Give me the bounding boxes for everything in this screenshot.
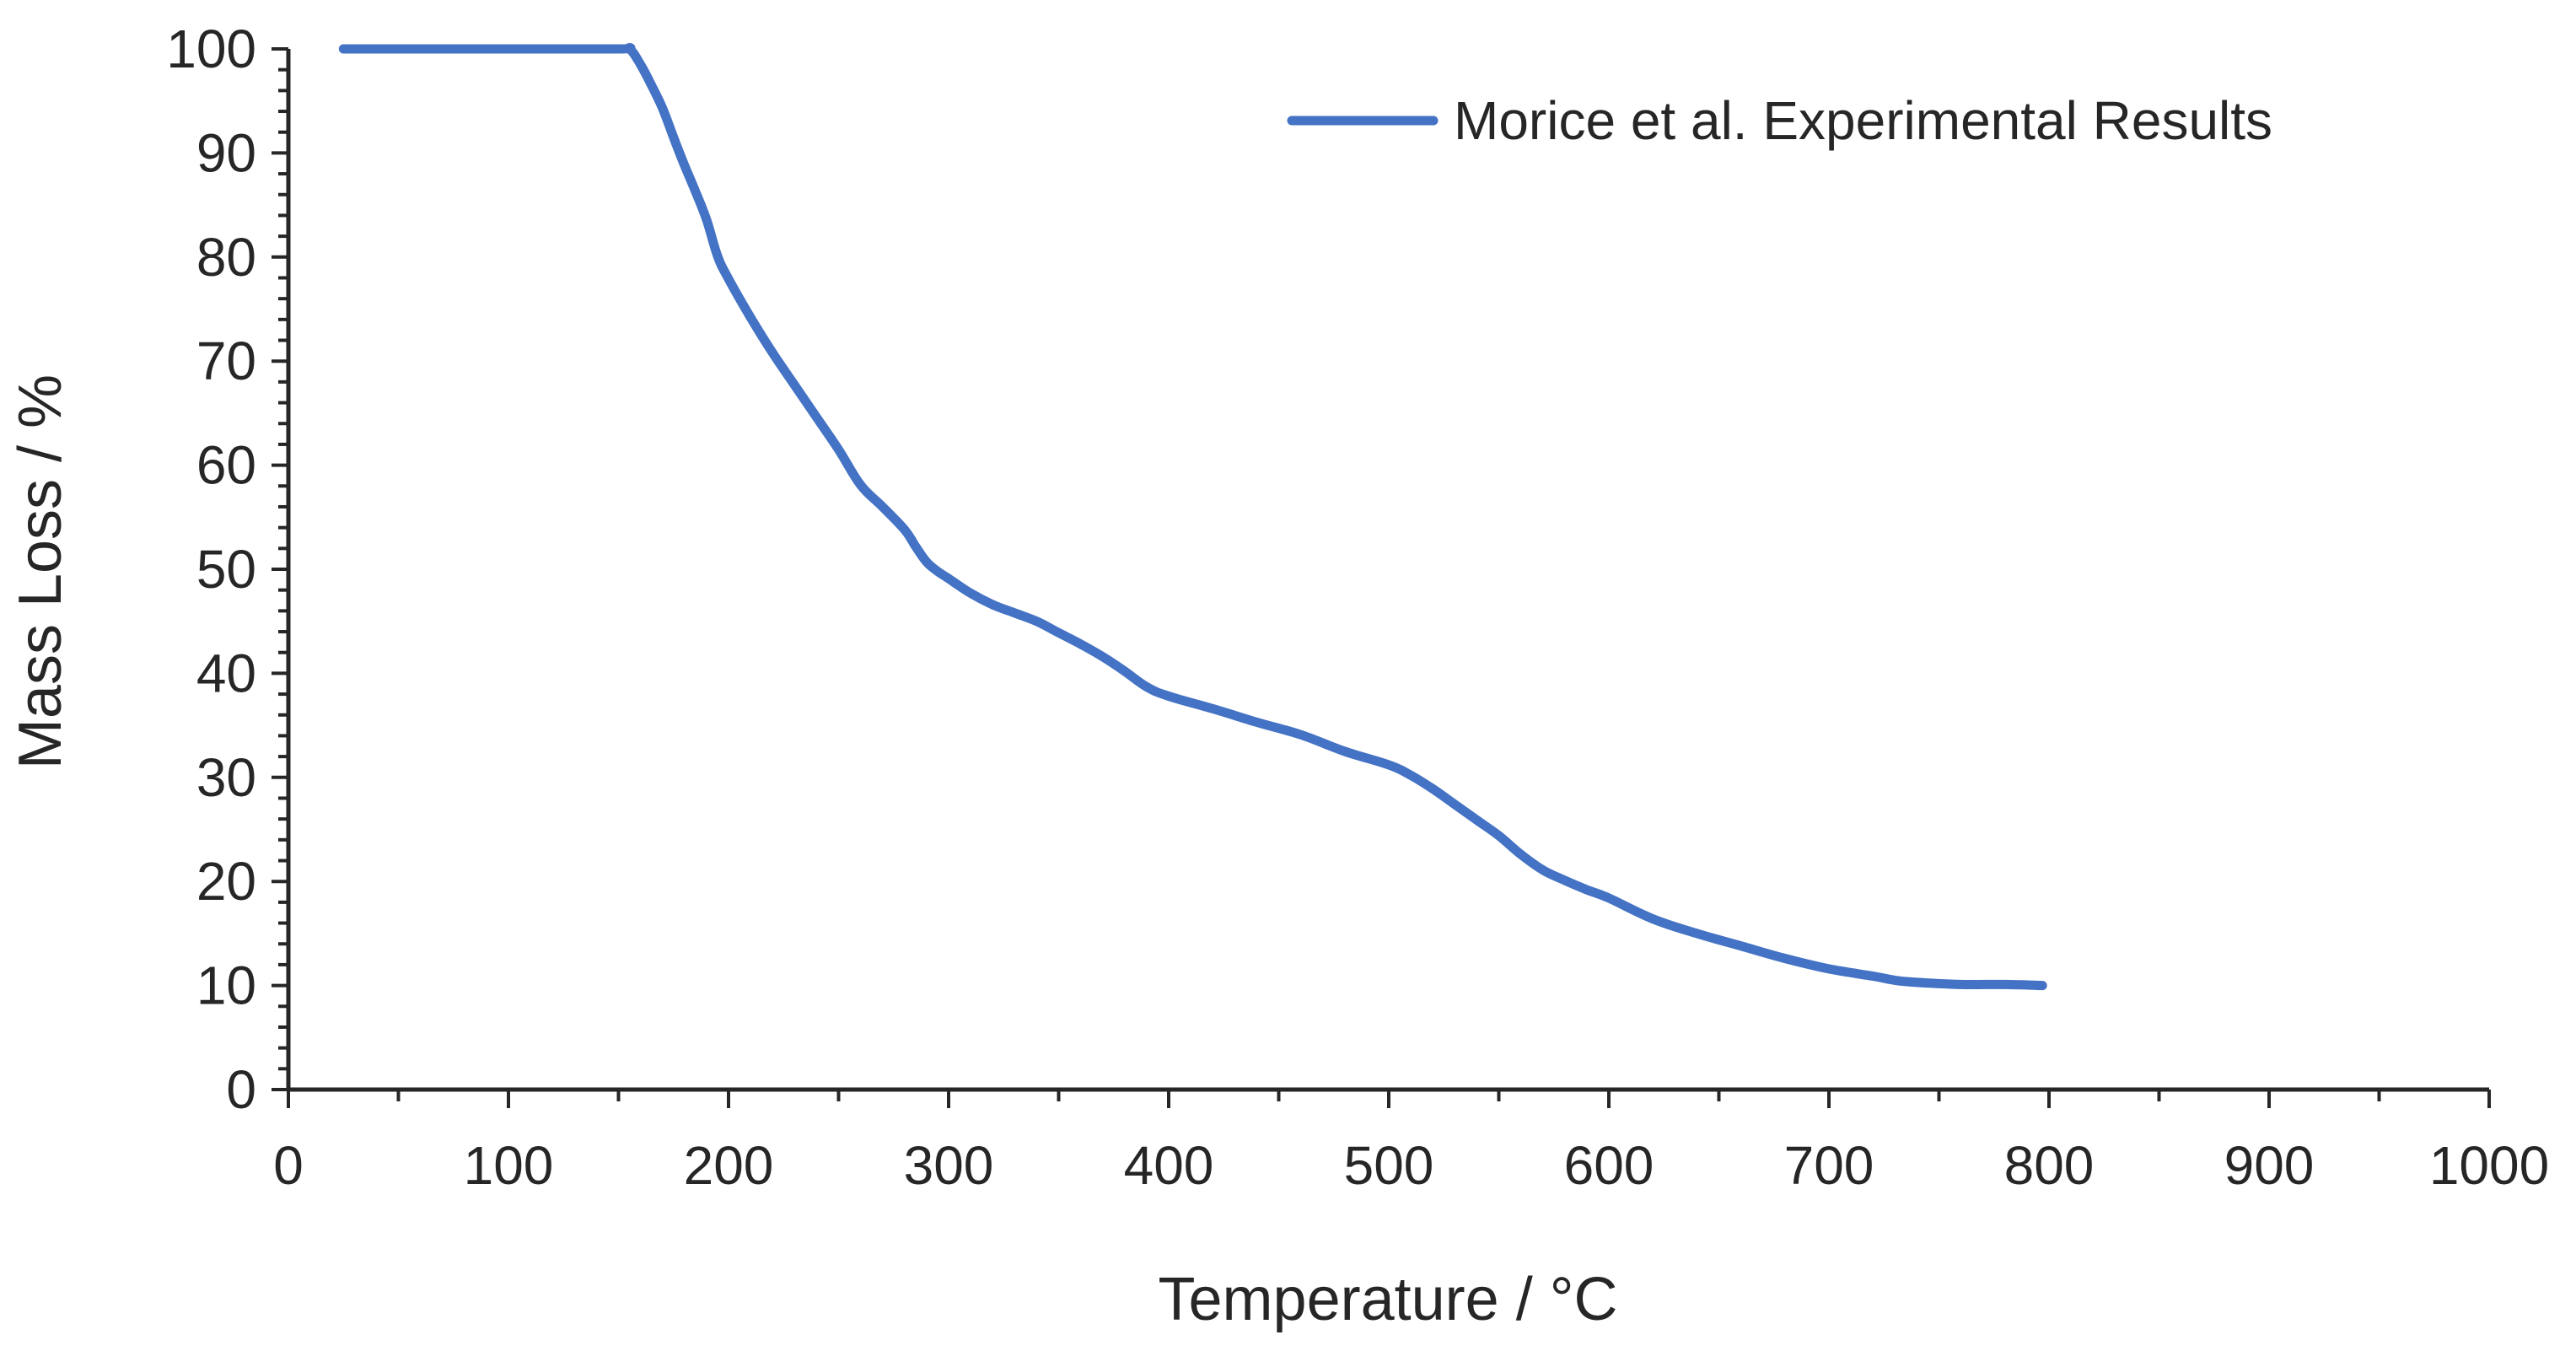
y-tick-label: 70: [196, 331, 256, 391]
x-tick-label: 900: [2224, 1135, 2315, 1196]
x-tick-label: 300: [904, 1135, 994, 1196]
plot-area: [338, 43, 2047, 991]
x-tick-label: 400: [1124, 1135, 1214, 1196]
y-tick-label: 50: [196, 539, 256, 600]
x-axis: 0 100 200 300 400 500 600 700 800 900 1000: [273, 1087, 2549, 1196]
x-tick-label: 800: [2004, 1135, 2095, 1196]
series-line-0: [338, 43, 2047, 991]
y-tick-label: 10: [196, 955, 256, 1016]
y-tick-label: 30: [196, 747, 256, 808]
legend: Morice et al. Experimental Results: [1287, 90, 2272, 151]
y-axis: 0 10 20 30 40 50 60 70 80 90 100: [166, 19, 291, 1120]
legend-label: Morice et al. Experimental Results: [1454, 90, 2272, 151]
y-tick-label: 40: [196, 643, 256, 703]
x-tick-label: 700: [1784, 1135, 1874, 1196]
y-tick-label: 0: [226, 1059, 256, 1120]
y-tick-label: 80: [196, 227, 256, 288]
x-axis-title: Temperature / °C: [1159, 1266, 1618, 1333]
y-tick-label: 90: [196, 122, 256, 183]
x-tick-label: 100: [464, 1135, 554, 1196]
x-tick-label: 0: [273, 1135, 304, 1196]
y-tick-label: 100: [166, 19, 256, 79]
y-tick-label: 20: [196, 851, 256, 912]
x-tick-label: 500: [1344, 1135, 1434, 1196]
x-tick-label: 200: [684, 1135, 774, 1196]
y-axis-title: Mass Loss / %: [7, 374, 74, 769]
x-tick-label: 1000: [2429, 1135, 2549, 1196]
y-tick-label: 60: [196, 435, 256, 496]
x-tick-label: 600: [1564, 1135, 1654, 1196]
